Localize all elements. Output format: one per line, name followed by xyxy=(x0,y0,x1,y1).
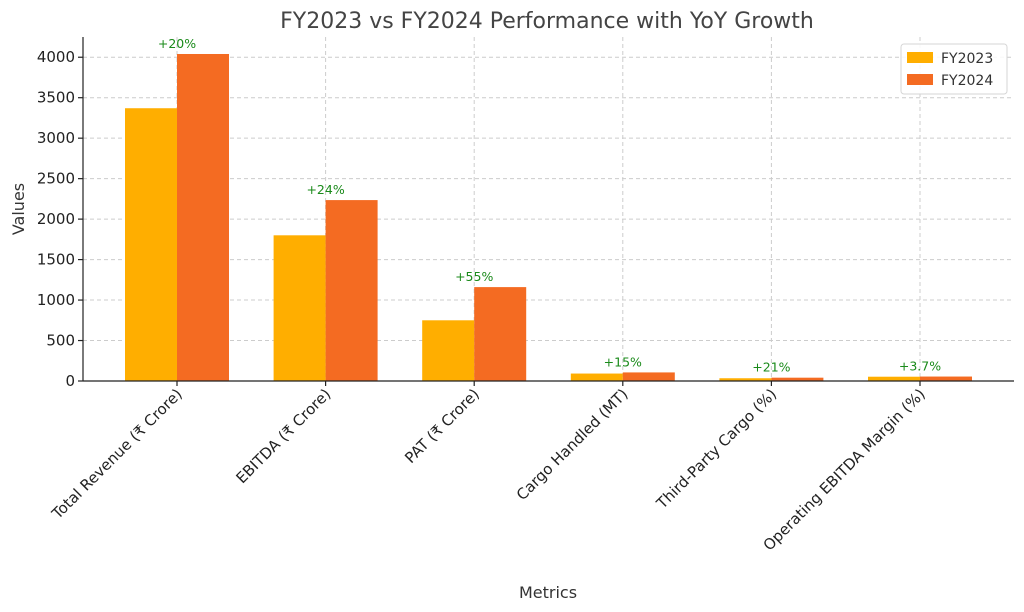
x-tick-label: Cargo Handled (MT) xyxy=(513,385,632,504)
legend: FY2023 FY2024 xyxy=(900,43,1008,95)
bar-fy2024-0 xyxy=(177,53,229,381)
legend-label-fy2023: FY2023 xyxy=(941,51,993,67)
y-tick-label: 500 xyxy=(46,332,75,350)
axes xyxy=(78,37,1014,386)
bar-fy2024-5 xyxy=(920,376,972,381)
x-tick-label: Operating EBITDA Margin (%) xyxy=(760,385,929,554)
bar-fy2023-0 xyxy=(125,108,177,381)
growth-annotations: +20% +24% +55% +15% +21% +3.7% xyxy=(158,36,941,375)
y-tick-label: 2000 xyxy=(37,210,75,228)
growth-annotation: +15% xyxy=(604,354,642,369)
x-tick-label: Total Revenue (₹ Crore) xyxy=(48,385,186,523)
growth-annotation: +55% xyxy=(455,269,493,284)
chart-title: FY2023 vs FY2024 Performance with YoY Gr… xyxy=(280,9,814,34)
y-tick-label: 0 xyxy=(65,372,75,390)
bar-fy2024-4 xyxy=(771,377,824,381)
bar-fy2023-4 xyxy=(719,378,772,381)
y-axis-label: Values xyxy=(9,183,28,235)
y-tick-label: 1000 xyxy=(37,291,75,309)
bar-fy2024-3 xyxy=(622,372,675,381)
x-tick-label: EBITDA (₹ Crore) xyxy=(232,385,334,487)
bar-fy2023-2 xyxy=(422,320,475,381)
bar-fy2023-1 xyxy=(273,235,326,381)
legend-swatch-fy2023 xyxy=(907,52,933,63)
bar-fy2023-3 xyxy=(570,373,623,381)
y-tick-labels: 0 500 1000 1500 2000 2500 3000 3500 4000 xyxy=(37,48,75,390)
growth-annotation: +20% xyxy=(158,36,196,51)
grid-lines xyxy=(83,37,1014,382)
bar-fy2024-2 xyxy=(474,287,527,381)
y-tick-label: 4000 xyxy=(37,48,75,66)
growth-annotation: +3.7% xyxy=(899,359,941,374)
bars xyxy=(125,53,972,381)
bar-fy2024-1 xyxy=(325,200,378,381)
y-tick-label: 3000 xyxy=(37,129,75,147)
legend-label-fy2024: FY2024 xyxy=(941,73,993,89)
growth-annotation: +24% xyxy=(306,182,344,197)
x-tick-labels: Total Revenue (₹ Crore) EBITDA (₹ Crore) P… xyxy=(48,385,929,554)
bar-fy2023-5 xyxy=(868,376,920,381)
legend-swatch-fy2024 xyxy=(907,74,933,85)
x-axis-label: Metrics xyxy=(519,583,577,602)
y-tick-label: 1500 xyxy=(37,251,75,269)
x-tick-label: Third-Party Cargo (%) xyxy=(652,385,780,513)
y-tick-label: 2500 xyxy=(37,170,75,188)
growth-annotation: +21% xyxy=(752,360,790,375)
x-tick-label: PAT (₹ Crore) xyxy=(401,385,483,467)
y-tick-label: 3500 xyxy=(37,89,75,107)
